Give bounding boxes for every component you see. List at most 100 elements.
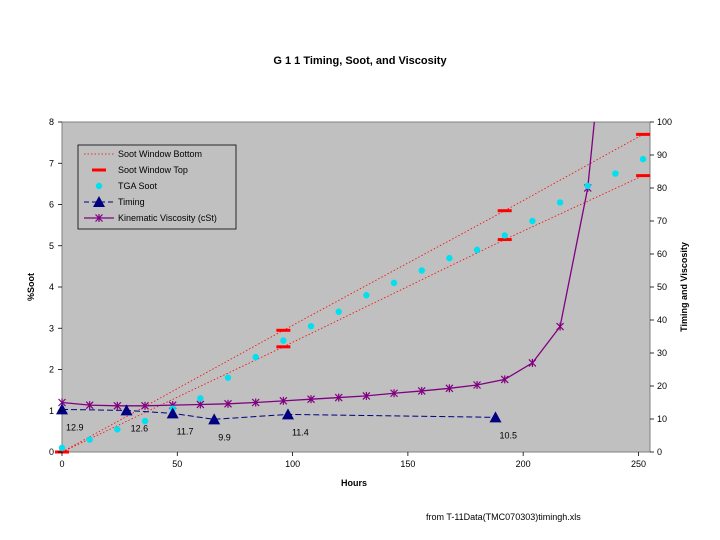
x-tick-label: 150 xyxy=(400,459,415,469)
viscosity-point xyxy=(224,399,232,408)
x-axis-label: Hours xyxy=(341,478,367,488)
tga-soot-point xyxy=(307,322,315,330)
tga-soot-point xyxy=(446,254,453,262)
legend-label: Timing xyxy=(118,197,145,207)
legend-box xyxy=(77,144,237,230)
x-tick-label: 200 xyxy=(516,459,531,469)
timing-data-label: 11.7 xyxy=(177,426,194,436)
legend-item: Kinematic Viscosity (cSt) xyxy=(84,213,217,223)
tga-soot-point xyxy=(280,337,287,344)
tga-soot-point xyxy=(86,436,93,443)
x-tick-label: 250 xyxy=(631,459,646,469)
viscosity-point xyxy=(500,375,509,384)
tga-soot-point xyxy=(556,199,564,206)
legend-label: Soot Window Bottom xyxy=(118,149,202,159)
tga-soot-point xyxy=(335,308,342,315)
tga-soot-point xyxy=(529,217,536,225)
y-left-tick-label: 5 xyxy=(49,241,54,251)
y-left-tick-label: 6 xyxy=(49,200,54,210)
y-right-tick-label: 40 xyxy=(657,315,667,325)
timing-data-label: 12.6 xyxy=(131,423,149,433)
timing-point xyxy=(281,408,294,420)
y-right-tick-label: 50 xyxy=(657,282,667,292)
tga-soot-point xyxy=(363,292,370,299)
x-tick-label: 50 xyxy=(172,459,182,469)
y-axis-label-right: Timing and Viscosity xyxy=(679,242,689,332)
timing-point xyxy=(489,411,502,423)
legend-label: TGA Soot xyxy=(118,181,158,191)
y-right-tick-label: 10 xyxy=(657,414,667,424)
legend-swatch-timing-marker xyxy=(93,196,105,207)
legend-swatch-tga-soot xyxy=(95,182,103,190)
y-left-tick-label: 7 xyxy=(49,158,54,168)
viscosity-point xyxy=(362,391,371,400)
legend-label: Soot Window Top xyxy=(118,165,188,175)
viscosity-point xyxy=(141,401,149,410)
viscosity-point xyxy=(334,393,343,402)
timing-line xyxy=(61,408,496,420)
viscosity-point xyxy=(251,398,260,407)
y-left-tick-label: 3 xyxy=(49,323,54,333)
legend-item: Soot Window Bottom xyxy=(84,149,202,159)
tga-soot-point xyxy=(141,417,149,425)
viscosity-point xyxy=(390,389,398,398)
y-left-tick-label: 1 xyxy=(49,406,54,416)
timing-point xyxy=(56,403,68,415)
x-tick-label: 0 xyxy=(59,459,64,469)
y-axis-label-left: %Soot xyxy=(26,273,36,301)
timing-point xyxy=(208,413,221,425)
y-right-tick-label: 80 xyxy=(657,183,667,193)
viscosity-point xyxy=(196,400,205,409)
tga-soot-point xyxy=(639,155,647,163)
tga-soot-point xyxy=(224,374,232,381)
tga-soot-point xyxy=(501,232,508,239)
y-right-tick-label: 70 xyxy=(657,216,667,226)
y-right-tick-label: 60 xyxy=(657,249,667,259)
x-tick-label: 100 xyxy=(285,459,300,469)
legend: Soot Window Bottom Soot Window Top TGA Soo… xyxy=(77,144,237,230)
viscosity-point xyxy=(556,322,564,331)
tga-soot-point xyxy=(418,267,425,274)
y-left-tick-label: 2 xyxy=(49,365,54,375)
viscosity-point xyxy=(85,401,94,410)
source-footnote: from T-11Data(TMC070303)timingh.xls xyxy=(426,512,581,522)
legend-item: Timing xyxy=(84,196,145,207)
legend-item: TGA Soot xyxy=(95,181,158,191)
viscosity-point xyxy=(417,386,426,395)
tga-soot-point xyxy=(612,170,619,177)
y-right-tick-label: 100 xyxy=(657,117,672,127)
viscosity-point xyxy=(279,396,288,405)
soot-window-bottom-line xyxy=(61,175,644,453)
tga-soot-point xyxy=(197,395,204,402)
tga-soot-point xyxy=(114,426,121,433)
timing-point xyxy=(166,407,179,419)
tga-soot-point xyxy=(58,444,66,452)
y-right-tick-label: 20 xyxy=(657,381,667,391)
legend-item: Soot Window Top xyxy=(92,165,188,175)
timing-data-label: 10.5 xyxy=(500,430,518,440)
legend-swatch-viscosity-marker xyxy=(95,214,103,222)
y-left-tick-label: 8 xyxy=(49,117,54,127)
tga-soot-point xyxy=(252,353,259,361)
soot-window-top-line xyxy=(61,134,644,453)
viscosity-point xyxy=(528,358,537,367)
y-right-tick-label: 30 xyxy=(657,348,667,358)
y-left-tick-label: 0 xyxy=(49,447,54,457)
viscosity-point xyxy=(473,381,481,390)
timing-data-label: 12.9 xyxy=(66,422,84,432)
tga-soot-point xyxy=(584,182,591,190)
viscosity-point xyxy=(113,401,122,410)
viscosity-point xyxy=(307,395,315,404)
chart-title: G 1 1 Timing, Soot, and Viscosity xyxy=(273,55,447,67)
tga-soot-point xyxy=(390,279,398,287)
y-right-tick-label: 90 xyxy=(657,150,667,160)
timing-point xyxy=(120,404,133,416)
viscosity-point xyxy=(445,384,454,393)
legend-label: Kinematic Viscosity (cSt) xyxy=(118,213,217,223)
timing-data-label: 9.9 xyxy=(218,432,231,442)
y-right-tick-label: 0 xyxy=(657,447,662,457)
timing-data-label: 11.4 xyxy=(292,427,309,437)
tga-soot-point xyxy=(473,246,481,254)
y-left-tick-label: 4 xyxy=(49,282,54,292)
